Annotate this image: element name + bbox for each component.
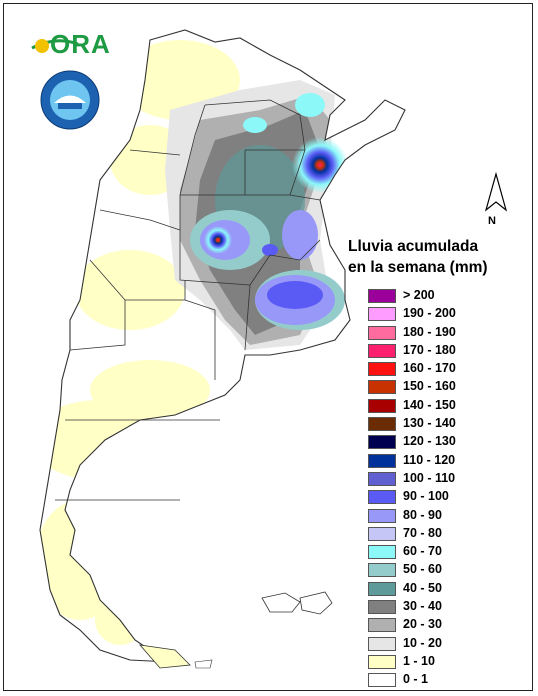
legend-label: 60 - 70 [403,544,442,559]
ora-logo-text: ORA [50,29,111,59]
legend-label: 20 - 30 [403,617,442,632]
legend-swatch [368,508,396,523]
legend-swatch [368,398,396,413]
legend-swatch [368,307,396,322]
tierra-del-fuego [138,644,191,669]
legend-label: 100 - 110 [403,470,456,485]
legend-swatch [368,435,396,450]
legend-swatch [368,453,396,468]
legend-swatch [368,471,396,486]
legend-title-line1: Lluvia acumulada [348,238,479,255]
legend-swatch [368,380,396,395]
legend-swatch [368,545,396,560]
legend-swatch [368,581,396,596]
legend-swatch [368,343,396,358]
legend-label: 70 - 80 [403,525,442,540]
legend-label: 140 - 150 [403,397,456,412]
legend-label: 190 - 200 [403,306,456,321]
legend-label: 0 - 1 [403,672,429,687]
legend-label: 130 - 140 [403,416,456,431]
map-frame [3,3,533,691]
legend-swatch [368,417,396,432]
north-arrow-icon [484,172,508,212]
legend-swatch [368,618,396,633]
legend-label: 10 - 20 [403,635,442,650]
isla-estados [194,659,213,669]
legend-label: 90 - 100 [403,489,449,504]
legend-swatch [368,490,396,505]
legend-swatch [368,673,396,688]
legend-label: 80 - 90 [403,507,442,522]
legend-label: 180 - 190 [403,324,456,339]
legend-label: 50 - 60 [403,562,442,577]
legend-title-line2: en la semana (mm) [348,259,488,276]
legend-label: 30 - 40 [403,599,442,614]
legend-label: 150 - 160 [403,379,456,394]
legend-swatch [368,636,396,651]
legend-label: 40 - 50 [403,580,442,595]
legend-swatch [368,526,396,541]
legend-swatch [368,289,396,303]
legend-title: Lluvia acumulada en la semana (mm) [348,236,528,278]
smn-seal-logo [40,70,100,130]
malvinas-islands [261,591,333,615]
legend-label: 1 - 10 [403,653,435,668]
legend-swatch [368,325,396,340]
legend-label: 120 - 130 [403,434,456,449]
legend-swatch [368,563,396,578]
legend-label: > 200 [403,288,435,302]
legend-label: 160 - 170 [403,361,456,376]
legend-label: 110 - 120 [403,452,456,467]
legend-swatch [368,362,396,377]
legend-swatch [368,600,396,615]
north-label: N [488,215,496,227]
legend-label: 170 - 180 [403,342,456,357]
legend-swatch [368,654,396,669]
province-boundaries [39,29,406,663]
ora-logo [31,39,79,53]
